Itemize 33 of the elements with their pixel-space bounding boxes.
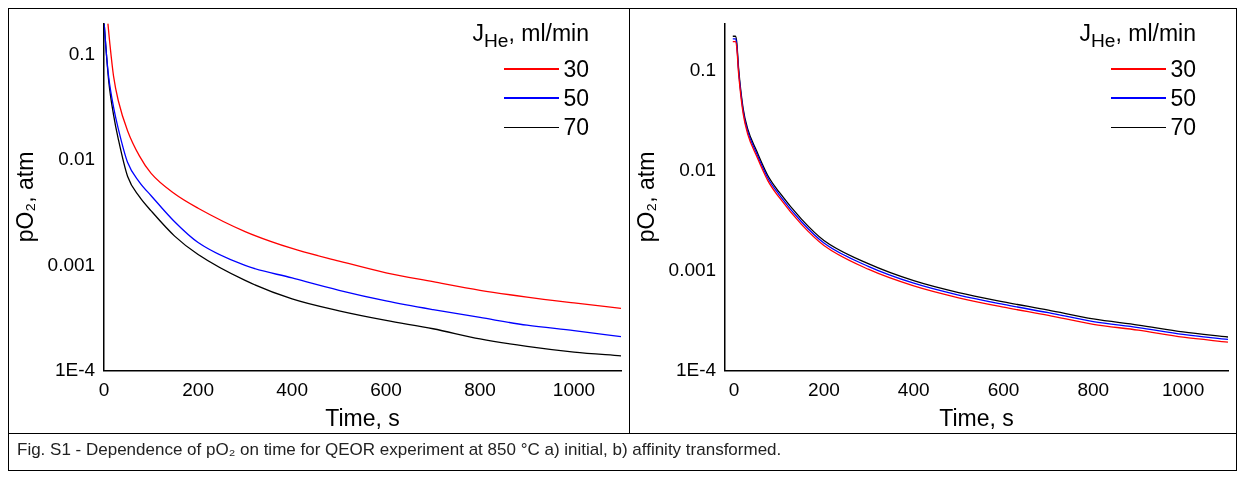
x-tick-label: 1000 bbox=[1161, 379, 1205, 401]
legend-label: 30 bbox=[1170, 54, 1196, 84]
x-tick-label: 0 bbox=[728, 379, 740, 401]
y-tick-label: 0.1 bbox=[68, 43, 96, 65]
legend-label: 50 bbox=[563, 83, 589, 113]
y-axis-title: pO₂, atm bbox=[12, 151, 39, 243]
legend-title: J$_{He}$, ml/min bbox=[472, 19, 589, 53]
x-tick-label: 1000 bbox=[552, 379, 596, 401]
legend-label: 50 bbox=[1170, 83, 1196, 113]
y-tick-label: 0.001 bbox=[668, 258, 717, 280]
y-tick-label: 0.001 bbox=[47, 253, 96, 275]
x-tick-label: 400 bbox=[276, 379, 308, 401]
caption: Fig. S1 - Dependence of pO₂ on time for QEOR experiment at 850 °C a) initial, b) affinity transformed. bbox=[9, 433, 1236, 470]
x-tick-label: 200 bbox=[182, 379, 214, 401]
y-tick-label: 0.01 bbox=[58, 148, 96, 170]
y-tick-label: 0.1 bbox=[689, 59, 717, 81]
y-tick-label: 0.01 bbox=[679, 159, 717, 181]
x-tick-label: 800 bbox=[464, 379, 496, 401]
x-tick-label: 800 bbox=[1077, 379, 1110, 401]
x-tick-label: 200 bbox=[808, 379, 840, 401]
legend-label: 70 bbox=[563, 112, 589, 142]
y-axis-title: pO₂, atm bbox=[633, 151, 660, 243]
x-tick-label: 0 bbox=[98, 379, 110, 401]
legend-label: 30 bbox=[563, 54, 589, 84]
legend-title: J$_{He}$, ml/min bbox=[1079, 19, 1196, 53]
y-tick-label: 1E-4 bbox=[55, 358, 96, 380]
legend-label: 70 bbox=[1170, 112, 1196, 142]
x-axis-title: Time, s bbox=[939, 404, 1014, 431]
x-tick-label: 400 bbox=[897, 379, 930, 401]
x-tick-label: 600 bbox=[370, 379, 402, 401]
x-tick-label: 600 bbox=[987, 379, 1020, 401]
y-tick-label: 1E-4 bbox=[676, 358, 717, 380]
x-axis-title: Time, s bbox=[325, 404, 400, 431]
